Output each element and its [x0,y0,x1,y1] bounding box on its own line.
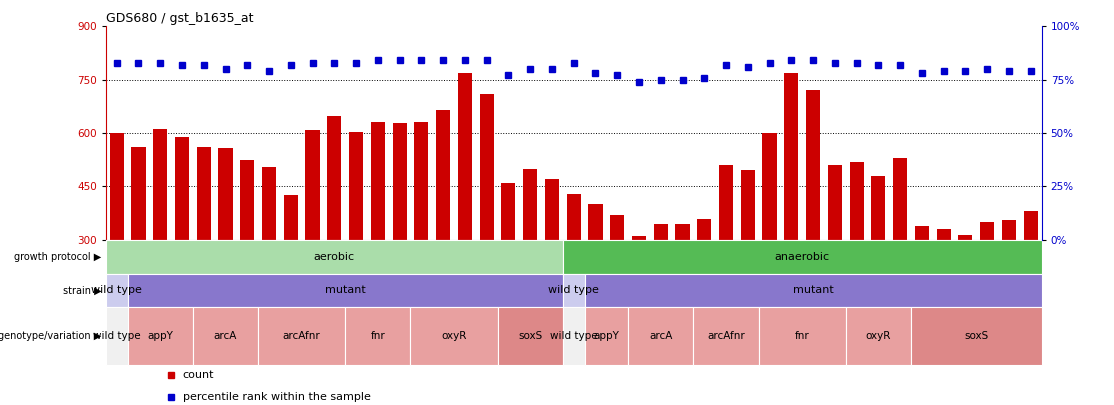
Text: appY: appY [594,331,619,341]
Bar [498,307,563,365]
Text: wild type: wild type [550,331,597,341]
Bar [762,133,776,347]
Text: fnr: fnr [794,331,810,341]
Text: arcA: arcA [214,331,237,341]
Text: growth protocol ▶: growth protocol ▶ [13,252,101,262]
Bar [128,274,563,307]
Bar [218,148,233,347]
Bar [197,147,211,347]
Bar [258,307,345,365]
Bar [610,215,624,347]
Text: wild type: wild type [91,286,143,295]
Text: strain ▶: strain ▶ [62,286,101,295]
Bar [958,234,973,347]
Bar [328,116,341,347]
Bar [545,179,559,347]
Bar [585,274,1042,307]
Bar [262,167,276,347]
Bar [241,160,254,347]
Bar [893,158,907,347]
Bar [719,165,733,347]
Bar [153,129,167,347]
Bar [345,307,410,365]
Bar [371,122,385,347]
Bar [563,307,585,365]
Bar [106,274,128,307]
Bar [106,240,563,274]
Bar [871,176,886,347]
Text: oxyR: oxyR [441,331,467,341]
Bar [106,307,128,365]
Bar [193,307,258,365]
Text: count: count [183,370,214,380]
Text: GDS680 / gst_b1635_at: GDS680 / gst_b1635_at [106,12,253,25]
Bar [1024,211,1038,347]
Text: oxyR: oxyR [866,331,891,341]
Bar [632,236,646,347]
Text: soxS: soxS [965,331,988,341]
Bar [807,90,820,347]
Bar [741,171,755,347]
Bar [349,132,363,347]
Bar [524,168,537,347]
Bar [846,307,911,365]
Bar [436,110,450,347]
Bar [305,130,320,347]
Bar [915,226,929,347]
Text: appY: appY [147,331,173,341]
Bar [131,147,146,347]
Text: wild type: wild type [92,331,140,341]
Text: arcA: arcA [649,331,673,341]
Bar [784,72,799,347]
Bar [410,307,498,365]
Bar [175,136,189,347]
Bar [759,307,846,365]
Text: anaerobic: anaerobic [774,252,830,262]
Bar [480,94,494,347]
Bar [563,274,585,307]
Text: soxS: soxS [518,331,543,341]
Bar [588,204,603,347]
Bar [501,183,516,347]
Bar [392,124,407,347]
Bar [693,307,759,365]
Bar [1001,220,1016,347]
Bar [109,133,124,347]
Bar [675,224,690,347]
Bar [284,195,297,347]
Bar [567,194,580,347]
Bar [828,165,842,347]
Bar [911,307,1042,365]
Bar [980,222,995,347]
Text: wild type: wild type [548,286,599,295]
Bar [585,307,628,365]
Bar [628,307,693,365]
Bar [697,219,712,347]
Text: arcAfnr: arcAfnr [283,331,321,341]
Text: arcAfnr: arcAfnr [707,331,745,341]
Text: percentile rank within the sample: percentile rank within the sample [183,392,371,402]
Text: fnr: fnr [371,331,385,341]
Text: mutant: mutant [325,286,365,295]
Bar [850,162,863,347]
Bar [128,307,193,365]
Bar [563,240,1042,274]
Bar [414,122,429,347]
Bar [937,229,950,347]
Bar [458,72,472,347]
Text: mutant: mutant [793,286,833,295]
Text: aerobic: aerobic [314,252,355,262]
Text: genotype/variation ▶: genotype/variation ▶ [0,331,101,341]
Bar [654,224,667,347]
